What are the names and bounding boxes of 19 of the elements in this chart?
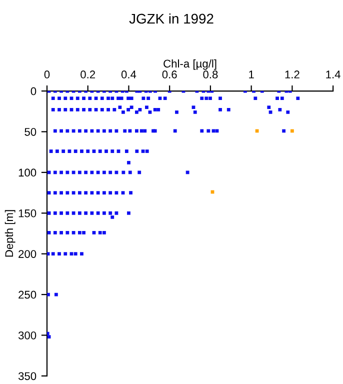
y-tick-label: 350 xyxy=(18,372,36,380)
y-tick-label: 300 xyxy=(18,332,36,340)
x-tick-label: 0.4 xyxy=(121,70,136,78)
y-tick-label: 200 xyxy=(18,250,36,258)
x-tick-label: 1.2 xyxy=(285,70,300,78)
y-axis-title: Depth [m] xyxy=(4,210,16,257)
y-tick-label: 250 xyxy=(18,290,36,299)
x-tick-label: 1.4 xyxy=(326,70,340,78)
chart-title: JGZK in 1992 xyxy=(129,13,214,24)
x-tick-label: 0.6 xyxy=(162,70,177,78)
x-tick-label: 0.2 xyxy=(80,70,96,78)
y-tick-label: 0 xyxy=(30,87,36,96)
y-tick-label: 50 xyxy=(24,128,36,136)
x-axis-title: Chl-a [µg/l] xyxy=(164,59,216,70)
x-tick-label: 1 xyxy=(249,70,254,78)
x-tick-label: 0 xyxy=(44,70,50,78)
y-tick-label: 150 xyxy=(18,209,36,218)
x-tick-label: 0.8 xyxy=(203,70,218,78)
y-tick-label: 100 xyxy=(18,168,36,177)
